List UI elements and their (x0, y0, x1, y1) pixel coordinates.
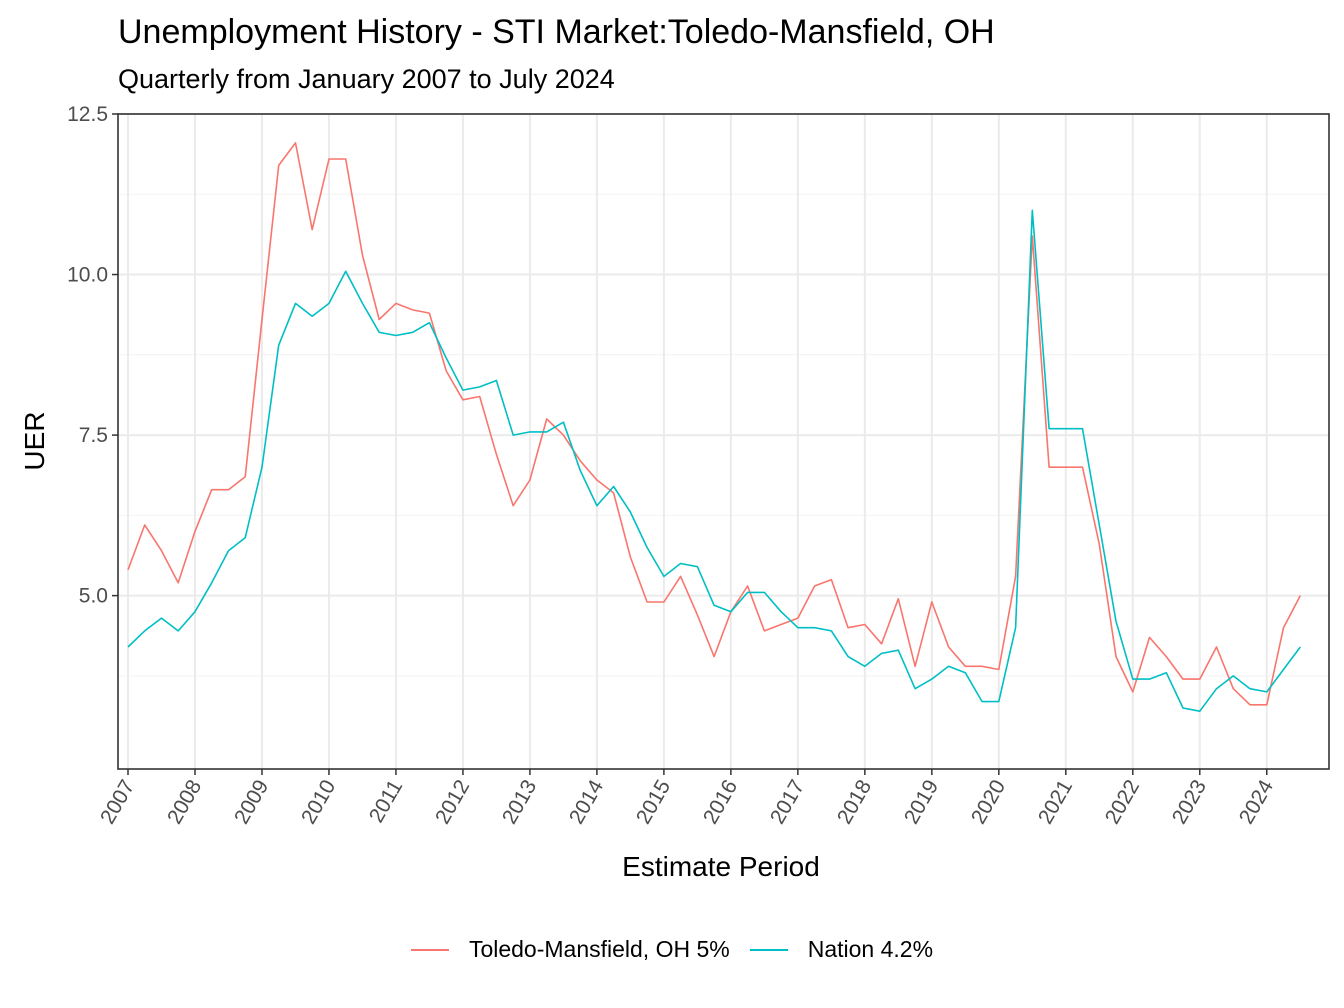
series-line-toledo-mansfield (127, 142, 1302, 706)
x-tick-label: 2009 (230, 776, 273, 828)
x-tick-label: 2023 (1168, 776, 1211, 828)
series-lines (127, 142, 1302, 712)
y-tick-label: 7.5 (79, 424, 108, 447)
x-tick-label: 2024 (1235, 776, 1278, 828)
legend-item-toledo: Toledo-Mansfield, OH 5% (410, 936, 730, 963)
x-tick-label: 2018 (833, 776, 876, 828)
plot-panel-border (117, 113, 1330, 770)
x-tick-label: 2015 (632, 776, 675, 828)
x-axis: 2007 2008 2009 2010 2011 2012 2013 2014 2015 2016… (96, 769, 1278, 828)
x-tick-label: 2014 (565, 776, 608, 828)
x-tick-label: 2012 (431, 776, 474, 828)
x-tick-label: 2007 (96, 776, 139, 828)
x-tick-label: 2020 (967, 776, 1010, 828)
x-tick-label: 2017 (766, 776, 809, 828)
y-tick-label: 10.0 (67, 264, 108, 287)
x-tick-label: 2013 (498, 776, 541, 828)
x-tick-label: 2008 (163, 776, 206, 828)
x-tick-label: 2010 (297, 776, 340, 828)
legend: Toledo-Mansfield, OH 5% Nation 4.2% (0, 936, 1344, 963)
y-axis: 5.0 7.5 10.0 12.5 (67, 103, 118, 608)
chart-title: Unemployment History - STI Market:Toledo… (118, 13, 995, 51)
x-tick-label: 2021 (1034, 776, 1077, 828)
major-gridlines (118, 113, 1329, 769)
y-tick-label: 5.0 (79, 585, 108, 608)
y-tick-label: 12.5 (67, 103, 108, 126)
legend-key-nation (749, 948, 788, 951)
x-axis-label: Estimate Period (622, 851, 820, 882)
legend-key-toledo (410, 948, 449, 951)
y-axis-label: UER (19, 411, 50, 470)
legend-label-nation: Nation 4.2% (807, 936, 934, 962)
legend-item-nation: Nation 4.2% (749, 936, 934, 963)
chart-subtitle: Quarterly from January 2007 to July 2024 (118, 64, 615, 94)
x-tick-label: 2022 (1101, 776, 1144, 828)
x-tick-label: 2016 (699, 776, 742, 828)
x-tick-label: 2019 (900, 776, 943, 828)
x-tick-label: 2011 (365, 776, 408, 827)
legend-label-toledo: Toledo-Mansfield, OH 5% (468, 936, 730, 962)
series-line-nation (127, 209, 1301, 712)
